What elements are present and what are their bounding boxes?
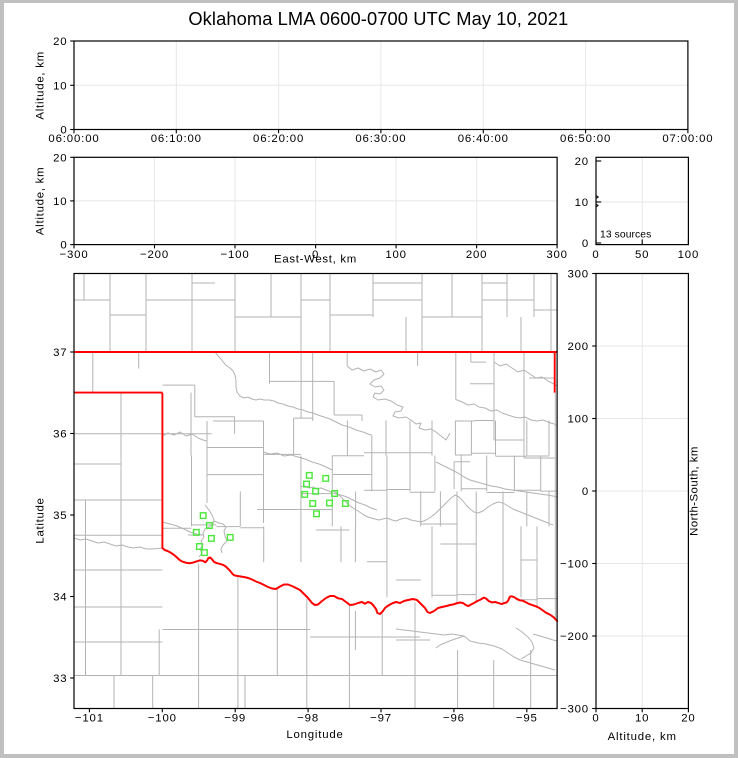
- svg-text:0: 0: [60, 240, 67, 252]
- svg-text:10: 10: [575, 197, 589, 209]
- svg-text:10: 10: [53, 196, 67, 208]
- svg-text:0: 0: [592, 713, 599, 725]
- svg-text:20: 20: [53, 36, 67, 48]
- svg-text:37: 37: [53, 347, 67, 359]
- svg-text:−200: −200: [560, 631, 589, 643]
- svg-text:−98: −98: [297, 713, 319, 725]
- svg-text:06:20:00: 06:20:00: [253, 133, 304, 145]
- svg-text:35: 35: [53, 510, 67, 522]
- svg-text:10: 10: [635, 713, 649, 725]
- svg-text:Altitude, km: Altitude, km: [608, 731, 677, 743]
- svg-text:−101: −101: [75, 713, 104, 725]
- svg-text:50: 50: [635, 249, 649, 261]
- svg-text:−95: −95: [516, 713, 538, 725]
- svg-text:100: 100: [678, 249, 700, 261]
- svg-text:Altitude, km: Altitude, km: [35, 51, 47, 120]
- svg-text:Oklahoma LMA 0600-0700 UTC May: Oklahoma LMA 0600-0700 UTC May 10, 2021: [188, 8, 568, 29]
- svg-text:Altitude, km: Altitude, km: [35, 167, 47, 236]
- svg-text:06:10:00: 06:10:00: [151, 133, 202, 145]
- svg-text:06:30:00: 06:30:00: [355, 133, 406, 145]
- svg-text:06:50:00: 06:50:00: [560, 133, 611, 145]
- svg-text:06:00:00: 06:00:00: [48, 133, 99, 145]
- svg-text:10: 10: [53, 80, 67, 92]
- svg-text:North-South, km: North-South, km: [689, 446, 701, 536]
- svg-text:−200: −200: [140, 249, 169, 261]
- svg-text:300: 300: [546, 249, 568, 261]
- svg-text:0: 0: [582, 238, 589, 250]
- svg-text:100: 100: [567, 414, 589, 426]
- svg-text:Latitude: Latitude: [35, 497, 47, 543]
- svg-text:0: 0: [592, 249, 599, 261]
- svg-text:36: 36: [53, 429, 67, 441]
- svg-text:−100: −100: [148, 713, 177, 725]
- svg-text:13 sources: 13 sources: [600, 229, 651, 240]
- svg-text:−300: −300: [59, 249, 88, 261]
- svg-text:33: 33: [53, 673, 67, 685]
- svg-text:06:40:00: 06:40:00: [458, 133, 509, 145]
- svg-text:200: 200: [567, 341, 589, 353]
- svg-text:07:00:00: 07:00:00: [662, 133, 713, 145]
- svg-text:100: 100: [385, 249, 407, 261]
- svg-text:East-West, km: East-West, km: [274, 254, 357, 266]
- svg-text:−96: −96: [443, 713, 465, 725]
- svg-text:0: 0: [582, 486, 589, 498]
- svg-text:−100: −100: [560, 559, 589, 571]
- svg-text:0: 0: [60, 125, 67, 137]
- svg-text:34: 34: [53, 592, 67, 604]
- svg-text:0: 0: [312, 249, 319, 261]
- svg-text:−100: −100: [220, 249, 249, 261]
- svg-text:−99: −99: [224, 713, 246, 725]
- svg-text:300: 300: [567, 269, 589, 281]
- svg-text:−97: −97: [370, 713, 392, 725]
- svg-text:−300: −300: [560, 704, 589, 716]
- svg-text:Longitude: Longitude: [286, 729, 343, 741]
- svg-text:20: 20: [681, 713, 695, 725]
- svg-text:20: 20: [575, 156, 589, 168]
- svg-text:200: 200: [466, 249, 488, 261]
- svg-text:20: 20: [53, 152, 67, 164]
